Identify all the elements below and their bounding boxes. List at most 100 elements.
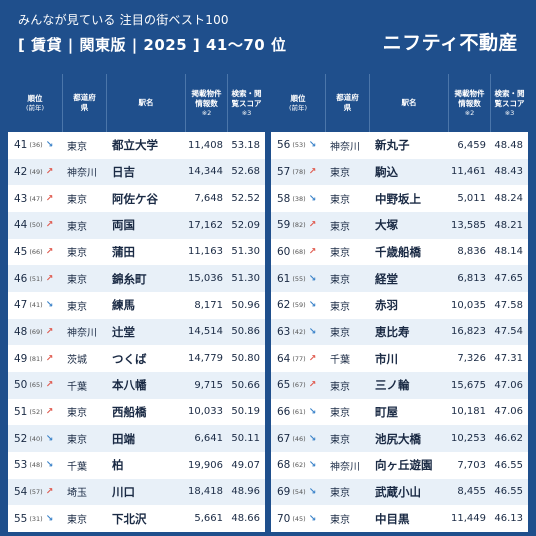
listing-count-cell: 10,035	[451, 299, 486, 311]
column-header-rank: 順位 (前年)	[288, 93, 308, 112]
station-name-cell: 駒込	[375, 164, 398, 179]
score-cell: 52.09	[231, 219, 260, 231]
prefecture-cell: 東京	[330, 195, 350, 207]
previous-rank: (61)	[292, 407, 306, 416]
station-name-cell: 柏	[112, 458, 124, 473]
rank-cell: 57 (78) ↗	[271, 159, 325, 186]
prefecture-cell: 埼玉	[67, 488, 87, 500]
rank-number: 69	[277, 485, 291, 498]
station-name-cell: 中目黒	[375, 511, 410, 526]
rank-number: 48	[14, 325, 28, 338]
column-header-pref: 都道府県	[62, 74, 106, 132]
page-subtitle: みんなが見ている 注目の街ベスト100	[18, 13, 229, 27]
score-cell: 47.06	[494, 406, 523, 418]
trend-up-icon: ↗	[45, 486, 54, 497]
trend-down-icon: ↘	[45, 300, 54, 311]
table-row: 68 (62) ↘ 神奈川 向ヶ丘遊園 7,703 46.55	[271, 451, 528, 479]
listing-count-cell: 14,514	[188, 326, 223, 338]
score-cell: 48.14	[494, 246, 523, 258]
ranking-tables: 順位 (前年) 都道府県 駅名 掲載物件情報数 ※2 検索・閲覧スコア ※3 41 (3…	[8, 74, 528, 532]
prefecture-cell: 東京	[330, 488, 350, 500]
trend-down-icon: ↘	[308, 300, 317, 311]
station-name-cell: 阿佐ケ谷	[112, 191, 158, 206]
station-name-cell: 中野坂上	[375, 191, 421, 206]
table-row: 54 (57) ↗ 埼玉 川口 18,418 48.96	[8, 478, 265, 506]
score-cell: 47.65	[494, 273, 523, 285]
prefecture-cell: 神奈川	[330, 461, 360, 473]
listing-count-cell: 5,011	[457, 193, 486, 205]
score-cell: 46.62	[494, 433, 523, 445]
rank-cell: 58 (38) ↘	[271, 185, 325, 212]
score-cell: 48.96	[231, 486, 260, 498]
rank-number: 55	[14, 512, 28, 525]
rank-number: 66	[277, 405, 291, 418]
station-name-cell: 町屋	[375, 404, 398, 419]
rank-number: 70	[277, 512, 291, 525]
trend-down-icon: ↘	[308, 513, 317, 524]
listing-count-cell: 7,703	[457, 459, 486, 471]
trend-down-icon: ↘	[308, 140, 317, 151]
column-header-rank: 順位 (前年)	[25, 93, 45, 112]
previous-rank: (38)	[292, 194, 306, 203]
score-cell: 51.30	[231, 273, 260, 285]
trend-down-icon: ↘	[45, 513, 54, 524]
score-cell: 50.96	[231, 299, 260, 311]
previous-rank: (52)	[29, 407, 43, 416]
listing-count-cell: 14,344	[188, 166, 223, 178]
prefecture-cell: 千葉	[330, 355, 350, 367]
station-name-cell: 日吉	[112, 164, 135, 179]
table-row: 69 (54) ↘ 東京 武蔵小山 8,455 46.55	[271, 478, 528, 506]
trend-up-icon: ↗	[308, 353, 317, 364]
station-name-cell: 赤羽	[375, 298, 398, 313]
table-row: 42 (49) ↗ 神奈川 日吉 14,344 52.68	[8, 158, 265, 186]
trend-up-icon: ↗	[45, 326, 54, 337]
rank-cell: 41 (36) ↘	[8, 132, 62, 159]
rank-cell: 44 (50) ↗	[8, 212, 62, 239]
trend-down-icon: ↘	[308, 273, 317, 284]
station-name-cell: 田端	[112, 431, 135, 446]
rank-number: 58	[277, 192, 291, 205]
rank-cell: 68 (62) ↘	[271, 452, 325, 479]
station-name-cell: 武蔵小山	[375, 484, 421, 499]
score-cell: 50.86	[231, 326, 260, 338]
previous-rank: (54)	[292, 487, 306, 496]
score-cell: 50.66	[231, 379, 260, 391]
rank-number: 44	[14, 219, 28, 232]
station-name-cell: 錦糸町	[112, 271, 147, 286]
station-name-cell: 練馬	[112, 298, 135, 313]
table-row: 44 (50) ↗ 東京 両国 17,162 52.09	[8, 211, 265, 239]
station-name-cell: 辻堂	[112, 324, 135, 339]
station-name-cell: 池尻大橋	[375, 431, 421, 446]
score-cell: 48.48	[494, 139, 523, 151]
previous-rank: (31)	[29, 514, 43, 523]
rank-number: 57	[277, 165, 291, 178]
previous-rank: (51)	[29, 274, 43, 283]
trend-up-icon: ↗	[45, 380, 54, 391]
rank-cell: 49 (81) ↗	[8, 345, 62, 372]
table-row: 62 (59) ↘ 東京 赤羽 10,035 47.58	[271, 291, 528, 319]
listing-count-cell: 15,675	[451, 379, 486, 391]
prefecture-cell: 東京	[330, 515, 350, 527]
listing-count-cell: 10,033	[188, 406, 223, 418]
prefecture-cell: 神奈川	[67, 328, 97, 340]
station-name-cell: 新丸子	[375, 138, 410, 153]
table-row: 56 (53) ↘ 神奈川 新丸子 6,459 48.48	[271, 132, 528, 159]
trend-up-icon: ↗	[45, 353, 54, 364]
listing-count-cell: 5,661	[194, 513, 223, 525]
listing-count-cell: 16,823	[451, 326, 486, 338]
rank-cell: 45 (66) ↗	[8, 239, 62, 266]
previous-rank: (46)	[292, 434, 306, 443]
score-cell: 48.66	[231, 513, 260, 525]
previous-rank: (47)	[29, 194, 43, 203]
score-cell: 51.30	[231, 246, 260, 258]
rank-cell: 69 (54) ↘	[271, 479, 325, 506]
trend-down-icon: ↘	[308, 193, 317, 204]
score-cell: 46.13	[494, 513, 523, 525]
prefecture-cell: 千葉	[67, 461, 87, 473]
station-name-cell: 西船橋	[112, 404, 147, 419]
rank-cell: 62 (59) ↘	[271, 292, 325, 319]
trend-down-icon: ↘	[308, 486, 317, 497]
station-name-cell: つくば	[112, 351, 147, 366]
station-name-cell: 両国	[112, 218, 135, 233]
rank-cell: 59 (82) ↗	[271, 212, 325, 239]
